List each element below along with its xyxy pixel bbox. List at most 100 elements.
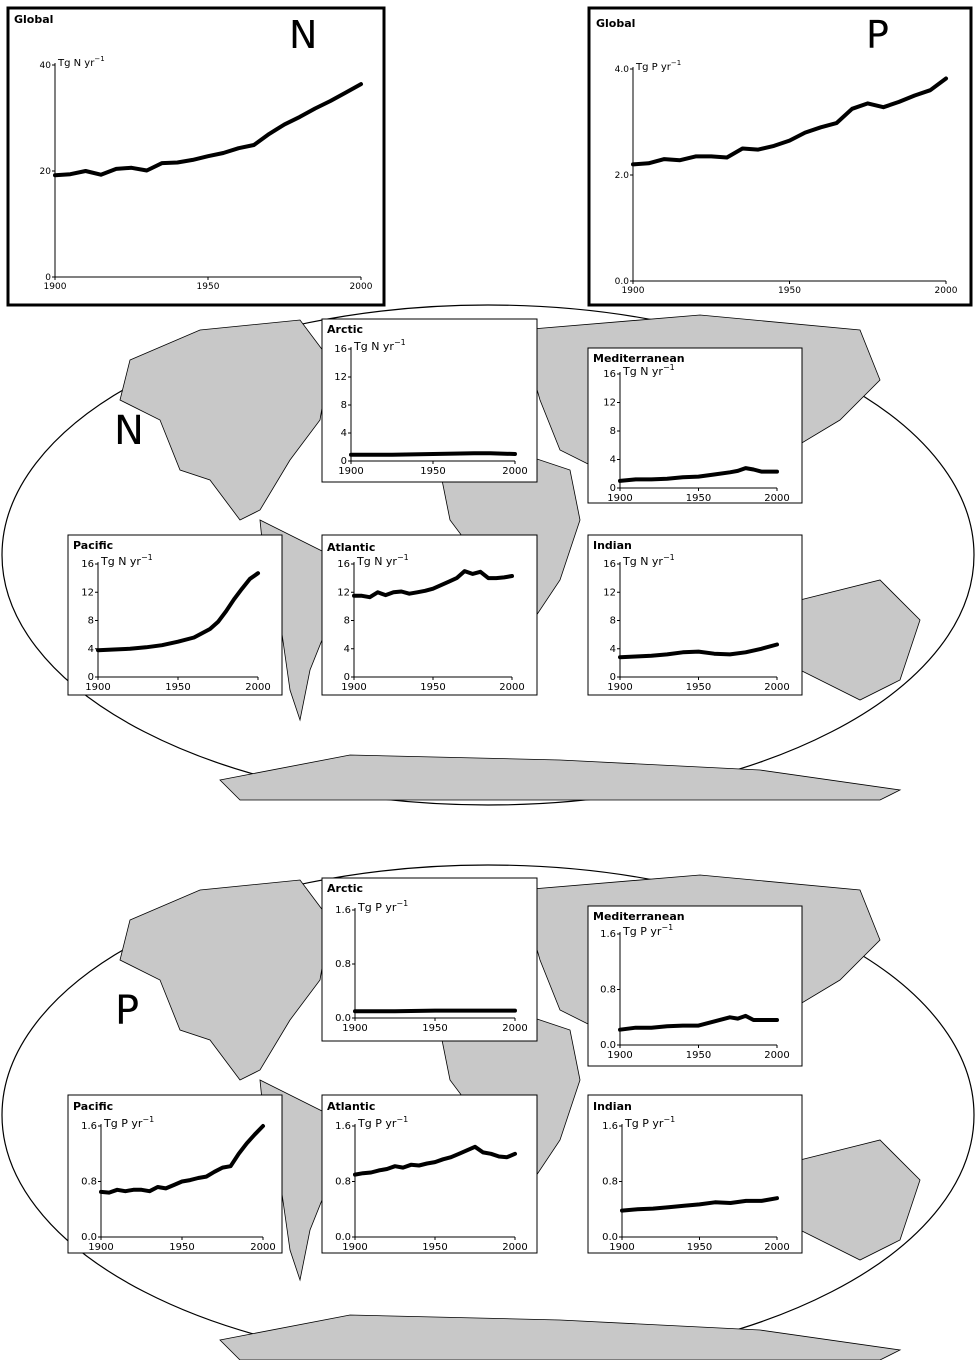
y-tick-label: 16 [81,559,94,570]
y-tick-label: 0.8 [81,1177,97,1188]
y-tick-label: 4.0 [615,65,630,75]
y-unit-text: Tg P yr [357,901,397,914]
y-unit-text: Tg P yr [635,62,672,73]
y-tick-label: 0.8 [602,1177,618,1188]
y-unit-exponent: −1 [394,338,406,347]
x-tick-label: 1950 [686,493,711,504]
y-tick-label: 0 [610,672,616,683]
corner-letter: P [866,13,889,57]
y-unit-text: Tg P yr [624,1117,664,1130]
y-tick-label: 1.6 [602,1121,618,1132]
y-unit-text: Tg N yr [622,555,663,568]
y-tick-label: 0 [45,273,51,283]
map-p-letter: P [115,988,139,1034]
chart-title: Indian [593,539,632,552]
y-unit-label: Tg N yr−1 [356,553,409,568]
x-tick-label: 1900 [607,682,632,693]
antarctica-shape [219,754,902,801]
y-tick-label: 16 [603,559,616,570]
series-line [99,1124,265,1195]
chart-title: Mediterranean [593,352,685,365]
x-tick-label: 2000 [935,286,958,296]
y-tick-label: 0.0 [600,1040,616,1051]
y-tick-label: 8 [341,400,347,411]
x-tick-label: 1950 [165,682,190,693]
x-tick-label: 1950 [197,282,220,292]
y-tick-label: 0 [88,672,94,683]
antarctica-shape [219,1314,902,1360]
series-line [618,466,779,483]
y-tick-label: 1.6 [335,1121,351,1132]
series-line [352,569,514,600]
y-unit-label: Tg N yr−1 [100,553,153,568]
y-tick-label: 4 [610,644,616,655]
y-tick-label: 16 [337,559,350,570]
y-tick-label: 8 [88,616,94,627]
y-tick-label: 12 [603,587,616,598]
chart-global-p: Global P Tg P yr−1 0.0 2.0 4.0 1900 1950 2000 [587,6,973,307]
y-unit-text: Tg P yr [357,1117,397,1130]
y-tick-label: 8 [610,616,616,627]
y-tick-label: 16 [603,369,616,380]
y-tick-label: 4 [88,644,94,655]
y-unit-label: Tg P yr−1 [357,1115,408,1130]
x-tick-label: 1900 [609,1242,634,1253]
y-tick-label: 0.0 [602,1232,618,1243]
chart-title: Pacific [73,1100,113,1113]
y-tick-label: 0.0 [335,1013,351,1024]
y-tick-label: 4 [610,455,616,466]
x-tick-label: 1950 [422,1242,447,1253]
y-unit-exponent: −1 [94,55,104,63]
chart-title: Arctic [327,882,363,895]
x-tick-label: 2000 [764,1242,789,1253]
panel-frame [321,877,538,1042]
chart-title: Pacific [73,539,113,552]
map-n-letter: N [114,408,144,454]
series-line [53,82,363,178]
corner-letter: N [289,13,317,57]
series-line [353,1144,517,1177]
y-tick-label: 12 [81,587,94,598]
y-unit-exponent: −1 [396,1115,408,1124]
x-tick-label: 1900 [85,682,110,693]
x-tick-label: 1950 [420,682,445,693]
x-tick-label: 1900 [342,1242,367,1253]
y-unit-exponent: −1 [397,553,409,562]
x-tick-label: 1900 [44,282,67,292]
chart-title: Global [596,17,635,30]
y-unit-text: Tg N yr [353,340,394,353]
y-tick-label: 4 [341,428,347,439]
panel-frame [587,6,973,307]
north-america-shape [119,879,331,1081]
panel-frame [6,6,386,307]
y-unit-label: Tg P yr−1 [622,923,673,938]
y-unit-text: Tg N yr [100,555,141,568]
chart-global-n: Global N Tg N yr−1 0 20 40 1900 1950 2000 [6,6,386,307]
y-unit-label: Tg N yr−1 [622,363,675,378]
y-unit-exponent: −1 [142,1115,154,1124]
y-tick-label: 0.8 [335,1177,351,1188]
chart-p-arctic: Arctic Tg P yr−1 0.0 0.8 1.6 1900 1950 2000 [321,877,538,1042]
y-unit-text: Tg N yr [57,58,95,69]
x-tick-label: 1900 [342,1023,367,1034]
y-tick-label: 8 [610,426,616,437]
y-unit-label: Tg N yr−1 [353,338,406,353]
y-tick-label: 1.6 [81,1121,97,1132]
y-unit-label: Tg N yr−1 [57,55,105,69]
x-tick-label: 2000 [764,493,789,504]
y-tick-label: 0.0 [335,1232,351,1243]
x-tick-label: 1950 [686,682,711,693]
y-unit-label: Tg P yr−1 [624,1115,675,1130]
x-tick-label: 1900 [338,466,363,477]
series-line [349,451,517,457]
y-unit-exponent: −1 [141,553,153,562]
x-tick-label: 2000 [502,1023,527,1034]
y-tick-label: 1.6 [335,905,351,916]
panel-frame [587,534,803,696]
